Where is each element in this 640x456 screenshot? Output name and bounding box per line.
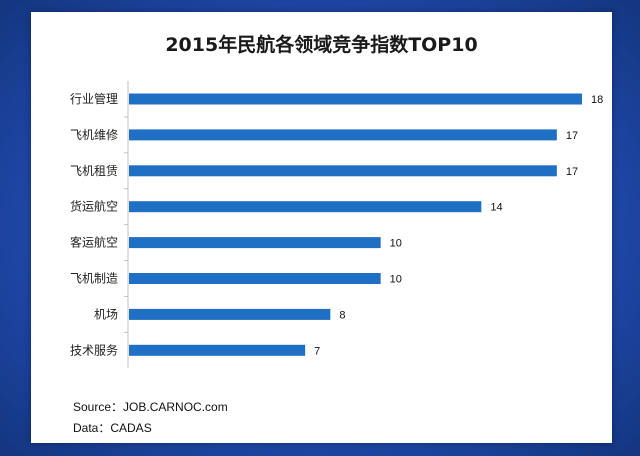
category-label: 行业管理 [70,91,118,106]
bar [129,344,306,356]
bar [129,237,381,249]
bar [129,273,381,284]
data-label: 10 [390,238,402,250]
bar [129,93,582,105]
bar [129,129,557,141]
category-label: 飞机制造 [70,272,118,286]
data-label: 10 [390,274,402,286]
chart-card: 2015年民航各领域竞争指数TOP10 行业管理 18 飞机维修 17 飞机租赁 17 货运… [31,12,612,443]
category-label: 技术服务 [70,342,118,357]
data-label: 17 [566,130,578,142]
data-label: 8 [339,309,345,321]
data-label: 18 [591,94,603,106]
bar-chart: 行业管理 18 飞机维修 17 飞机租赁 17 货运航空 14 客运航空 10 飞机制造 10 机场 8 技… [70,81,603,369]
category-label: 飞机维修 [70,127,118,142]
bar [129,308,331,320]
category-label: 客运航空 [70,235,118,250]
data-label: 14 [490,202,502,214]
data-note: Data：CADAS [73,421,152,435]
bar [129,165,557,177]
data-label: 17 [566,166,578,178]
category-label: 飞机租赁 [70,164,118,178]
source-note: Source：JOB.CARNOC.com [73,400,228,414]
data-label: 7 [314,345,320,357]
category-label: 货运航空 [70,199,118,214]
category-label: 机场 [94,307,118,321]
bar [129,201,482,213]
chart-title: 2015年民航各领域竞争指数TOP10 [165,34,478,56]
